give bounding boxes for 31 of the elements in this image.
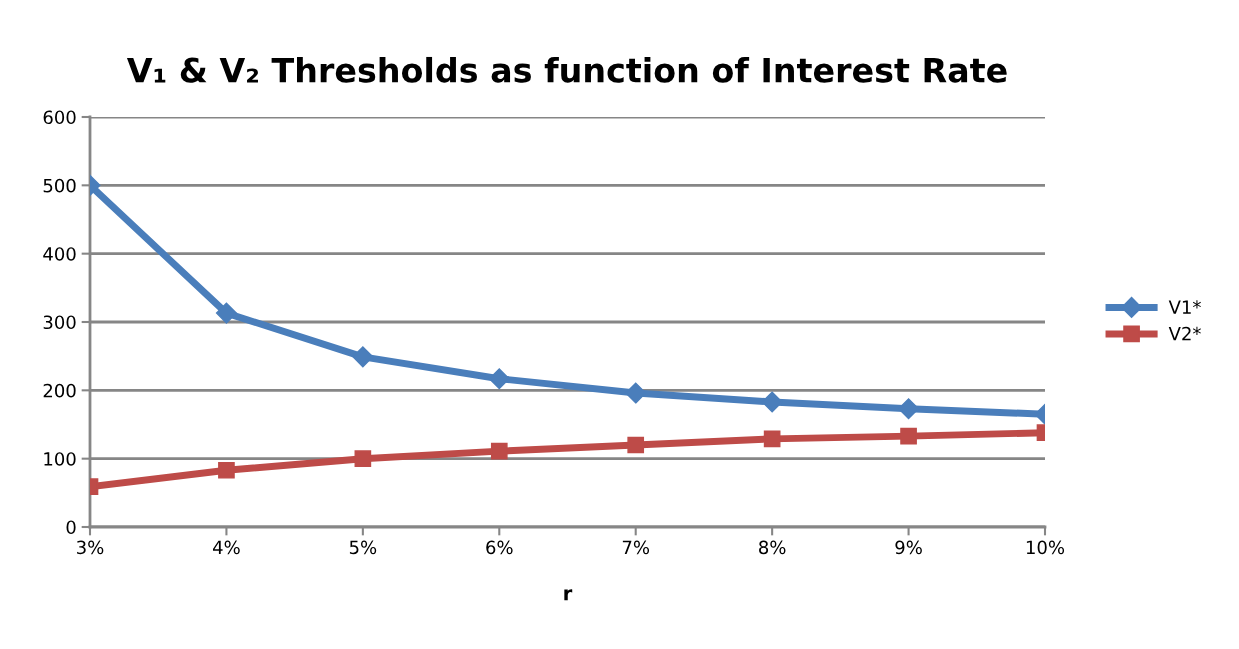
- chart-title: V₁ & V₂ Thresholds as function of Interest Rate: [126, 56, 1007, 83]
- point: [488, 368, 510, 390]
- x-tick-label: 5%: [349, 540, 377, 555]
- point: [627, 436, 645, 454]
- point: [215, 302, 237, 324]
- y-tick-label: 500: [43, 178, 76, 193]
- x-tick-label: 7%: [622, 540, 650, 555]
- y-tick-label: 0: [66, 520, 76, 535]
- x-axis-title: r: [564, 589, 573, 601]
- point: [218, 461, 235, 479]
- point: [354, 450, 372, 468]
- y-tick-label: 300: [43, 315, 76, 330]
- legend-label: V2*: [1168, 326, 1201, 341]
- x-tick-label: 3%: [77, 540, 104, 555]
- point: [761, 391, 783, 413]
- x-tick-label: 4%: [212, 540, 240, 555]
- y-tick-label: 100: [44, 452, 76, 466]
- x-tick-label: 8%: [759, 540, 786, 555]
- legend-label: V1*: [1168, 300, 1201, 314]
- point: [352, 346, 374, 368]
- point: [900, 427, 917, 445]
- y-tick-label: 600: [43, 110, 76, 125]
- x-tick-label: 10%: [1026, 540, 1065, 555]
- x-tick-label: 9%: [895, 540, 922, 555]
- y-tick-label: 400: [43, 247, 76, 261]
- point: [625, 382, 647, 404]
- y-tick-label: 200: [43, 383, 76, 398]
- x-tick-label: 6%: [486, 540, 513, 555]
- point: [763, 430, 781, 448]
- point: [490, 442, 508, 460]
- point: [898, 398, 920, 420]
